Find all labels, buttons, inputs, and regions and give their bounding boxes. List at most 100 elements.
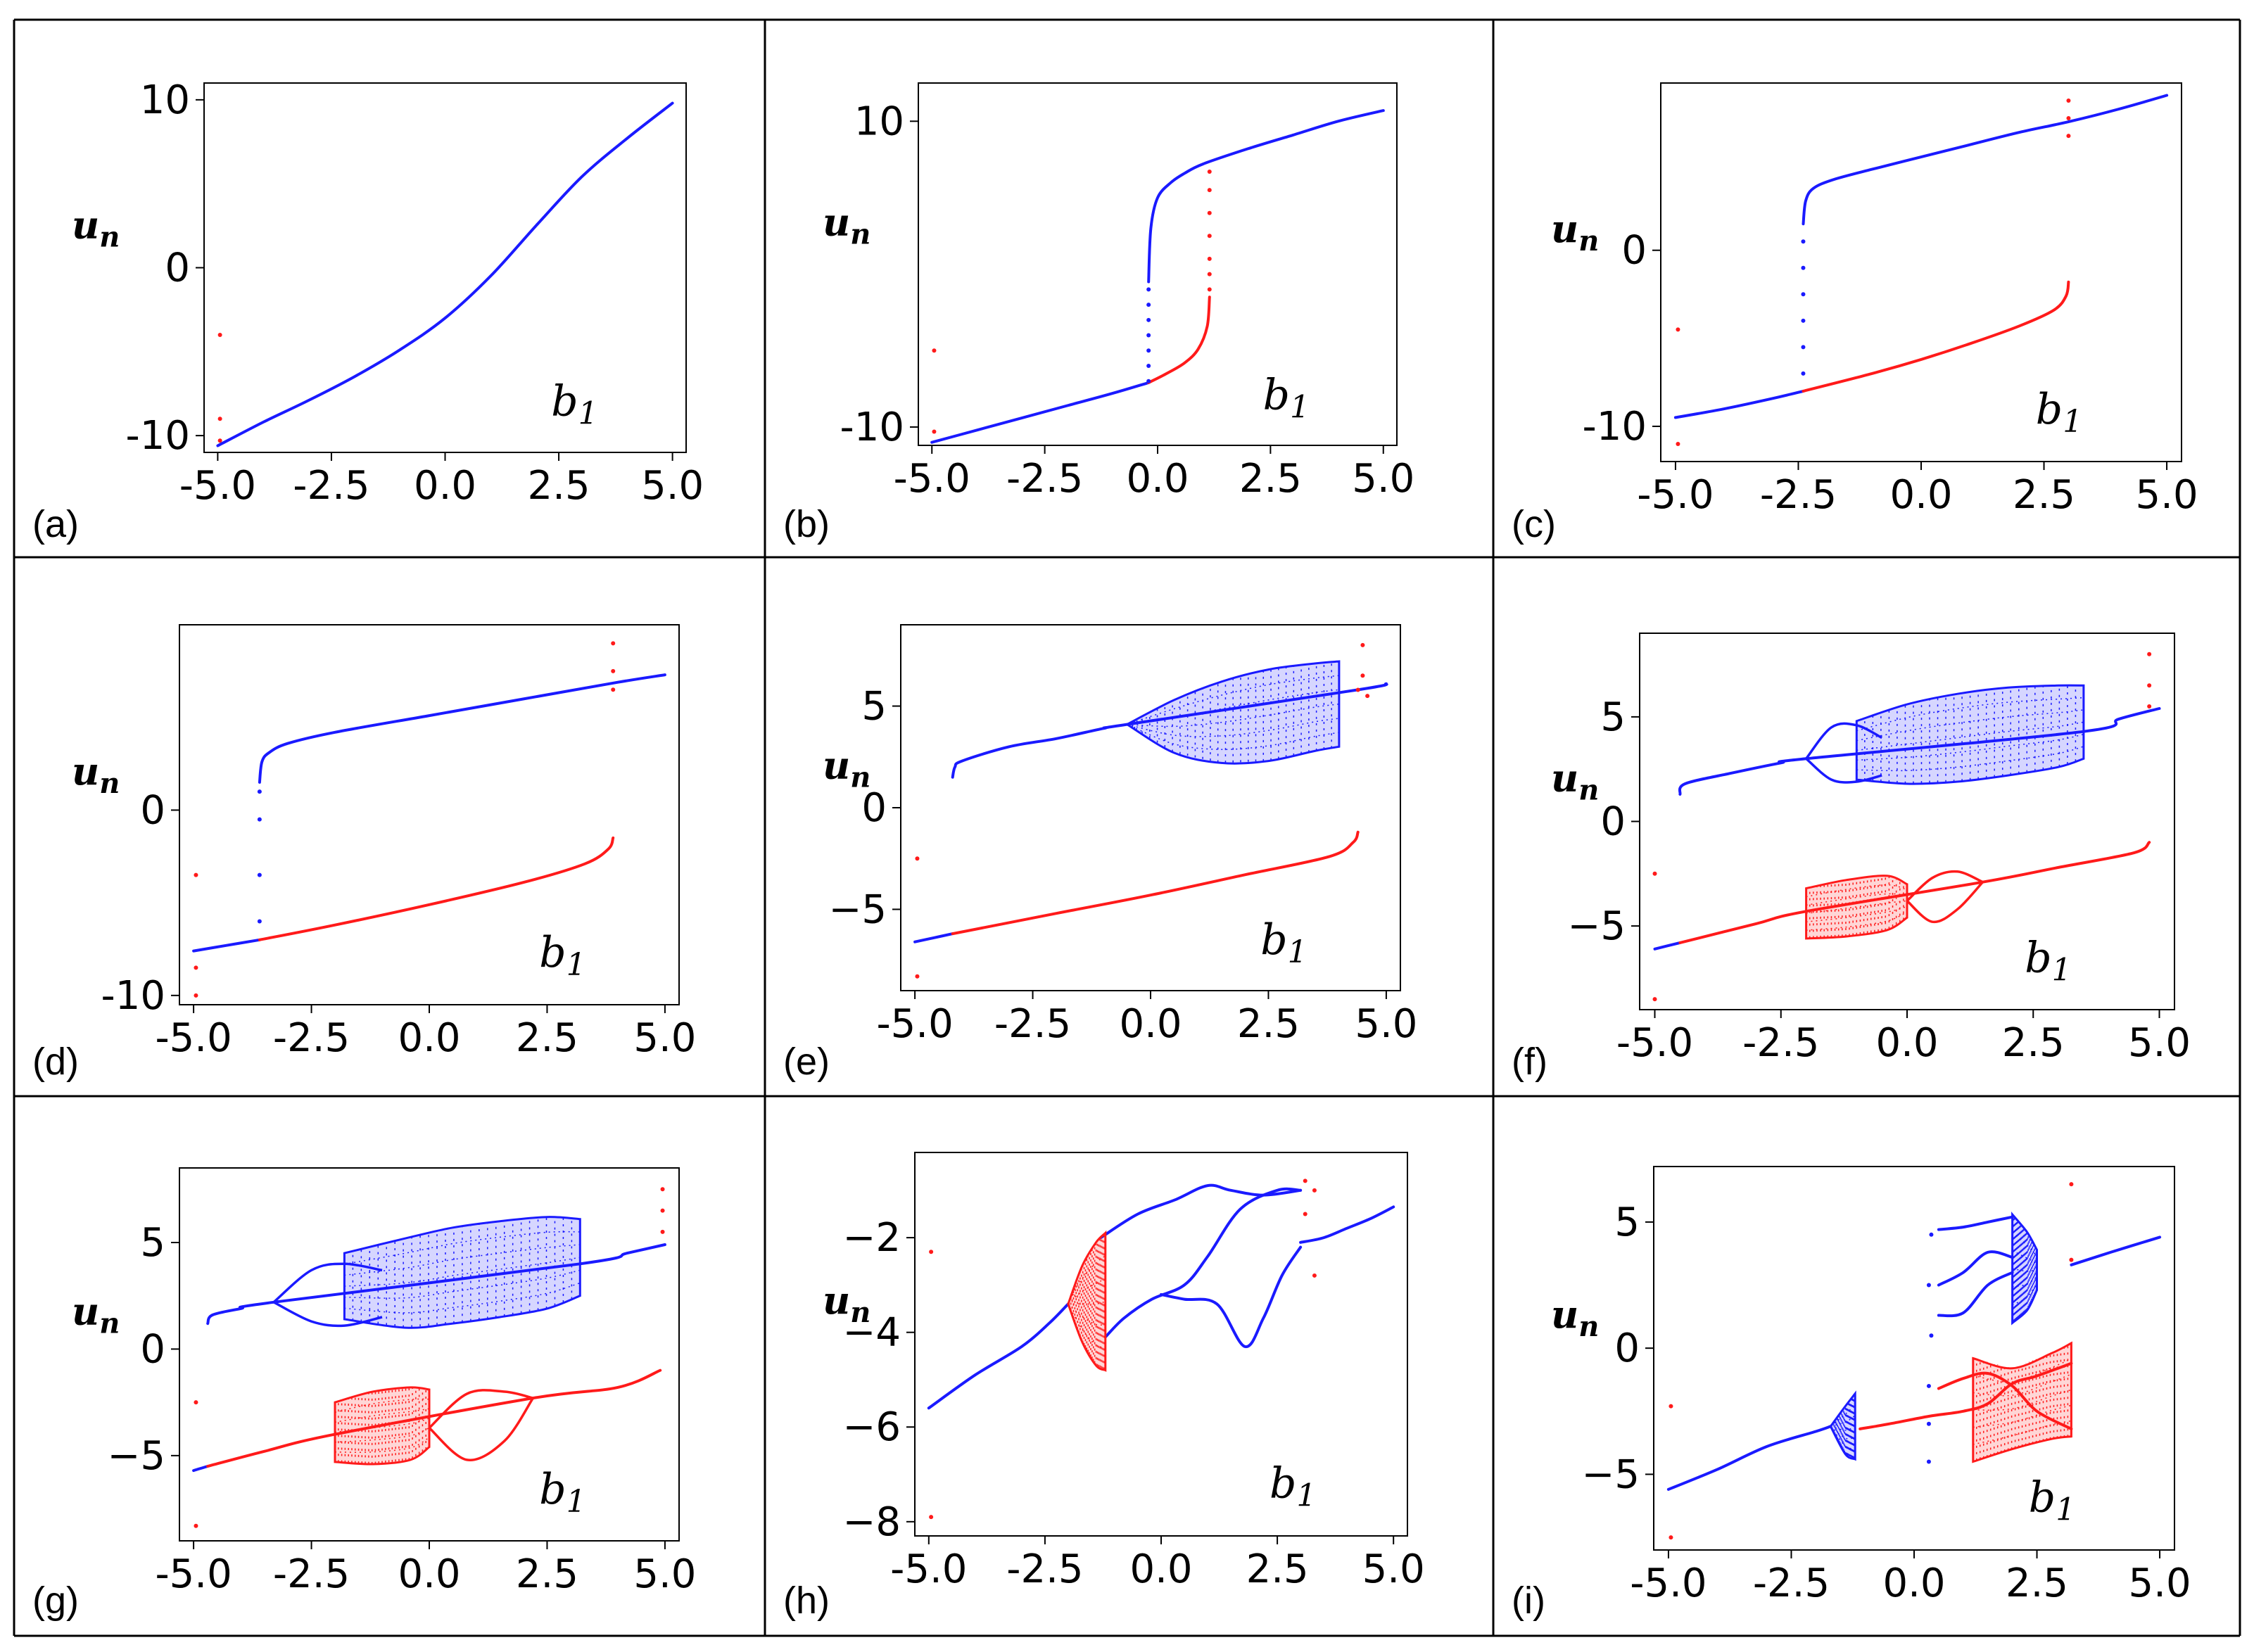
x-tick-label: -2.5 <box>1006 1546 1083 1592</box>
x-tick-label: 2.5 <box>1237 1001 1300 1047</box>
data-point <box>217 417 222 421</box>
band-orbit <box>1856 721 2084 751</box>
panel-label: (a) <box>32 503 79 545</box>
series-line <box>258 673 666 784</box>
band-orbit <box>1806 911 1908 931</box>
data-point <box>1676 327 1680 332</box>
series-line <box>1937 1271 2014 1318</box>
data-point <box>1303 1178 1308 1183</box>
panel-label: (c) <box>1512 503 1556 545</box>
y-tick-label: −5 <box>1581 1451 1640 1497</box>
data-point <box>1801 371 1806 376</box>
band-orbit <box>2012 1276 2037 1288</box>
x-tick-label: 2.5 <box>516 1551 578 1597</box>
data-point <box>257 919 262 924</box>
y-tick-label: −5 <box>1567 903 1626 949</box>
panel-label: (f) <box>1512 1041 1547 1083</box>
series-line <box>1937 1371 2073 1430</box>
y-tick-label: -10 <box>101 973 165 1019</box>
band-orbit <box>1973 1373 2072 1397</box>
x-axis-label: b1 <box>551 377 597 432</box>
period-loop-top <box>1906 870 1984 902</box>
data-point <box>1652 871 1657 876</box>
chaotic-band <box>1972 1341 2072 1463</box>
plot-area <box>1639 633 2175 1010</box>
x-tick-label: 0.0 <box>1889 472 1952 518</box>
panel-label: (d) <box>32 1041 79 1083</box>
data-point <box>660 1187 665 1192</box>
x-axis-label: b1 <box>1263 371 1310 426</box>
data-point <box>1207 188 1212 193</box>
data-point <box>1801 239 1806 244</box>
chart-panel-g: -5.0 -2.5 0.0 2.5 5.0 −5 0 5 un b1 (g) <box>32 1167 696 1622</box>
y-tick-label: 0 <box>1614 1326 1640 1371</box>
data-point <box>1365 694 1370 699</box>
y-axis-label: un <box>823 1278 870 1329</box>
data-point <box>1312 1273 1317 1278</box>
series-line <box>216 101 674 447</box>
y-tick-label: 5 <box>140 1220 165 1266</box>
plot-area <box>1653 1166 2175 1551</box>
data-point <box>1207 210 1212 215</box>
panel-label: (e) <box>783 1041 830 1083</box>
plot-area <box>179 624 680 1005</box>
data-point <box>660 1208 665 1213</box>
period-loop-top <box>1805 722 1883 760</box>
data-point <box>1929 1232 1934 1237</box>
data-point <box>194 993 198 998</box>
data-point <box>929 1250 934 1254</box>
chart-panel-i: -5.0 -2.5 0.0 2.5 5.0 −5 0 5 un b1 (i) <box>1512 1166 2191 1622</box>
plot-area <box>914 1152 1408 1537</box>
data-point <box>1146 364 1151 369</box>
band-orbit <box>1068 1255 1106 1304</box>
data-point <box>1146 317 1151 322</box>
series-line <box>1678 707 2161 796</box>
y-axis-label: un <box>72 749 120 800</box>
series-line <box>1299 1205 1395 1244</box>
data-point <box>929 1515 934 1520</box>
x-tick-label: 5.0 <box>2129 1561 2191 1606</box>
x-axis-label: b1 <box>1270 1459 1316 1514</box>
band-orbit <box>1068 1303 1106 1326</box>
x-axis-label: b1 <box>2025 934 2071 989</box>
band-orbit <box>2012 1283 2038 1306</box>
data-point <box>2069 1257 2074 1262</box>
y-tick-label: −5 <box>107 1433 165 1479</box>
x-axis-label: b1 <box>2029 1473 2075 1528</box>
data-point <box>1669 1404 1673 1409</box>
band-orbit <box>1830 1415 1856 1428</box>
band-orbit <box>1830 1404 1856 1427</box>
band-orbit <box>2012 1250 2037 1264</box>
period-loop-bottom <box>1805 757 1882 784</box>
chaotic-band <box>1067 1230 1107 1372</box>
y-axis-label: un <box>72 1289 120 1340</box>
chart-panel-h: -5.0 -2.5 0.0 2.5 5.0 −8 −6 −4 −2 un b1 (h) <box>783 1152 1425 1622</box>
data-point <box>194 1523 198 1528</box>
x-tick-label: -5.0 <box>155 1551 232 1597</box>
x-tick-label: 2.5 <box>2013 472 2075 518</box>
data-point <box>1801 318 1806 323</box>
x-tick-label: 5.0 <box>2128 1020 2191 1066</box>
x-tick-label: -2.5 <box>273 1551 350 1597</box>
data-point <box>1303 1212 1308 1216</box>
data-point <box>611 668 616 673</box>
data-point <box>217 332 222 337</box>
period-loop-bottom <box>428 1397 534 1461</box>
data-point <box>1929 1333 1934 1338</box>
band-orbit <box>1856 746 2084 772</box>
y-tick-label: 5 <box>1600 694 1626 740</box>
data-point <box>217 438 222 443</box>
series-line <box>192 1465 210 1473</box>
y-axis-label: un <box>1551 206 1599 258</box>
y-tick-label: 10 <box>854 99 904 144</box>
y-tick-label: −4 <box>842 1310 901 1356</box>
data-point <box>194 965 198 970</box>
table-grid <box>13 18 2241 1637</box>
series-line <box>192 938 261 953</box>
y-tick-label: 10 <box>140 77 190 123</box>
y-axis-label: un <box>72 203 120 254</box>
panel-label: (b) <box>783 503 830 545</box>
data-point <box>1926 1283 1931 1288</box>
data-point <box>1312 1188 1317 1193</box>
series-line <box>1653 941 1682 951</box>
